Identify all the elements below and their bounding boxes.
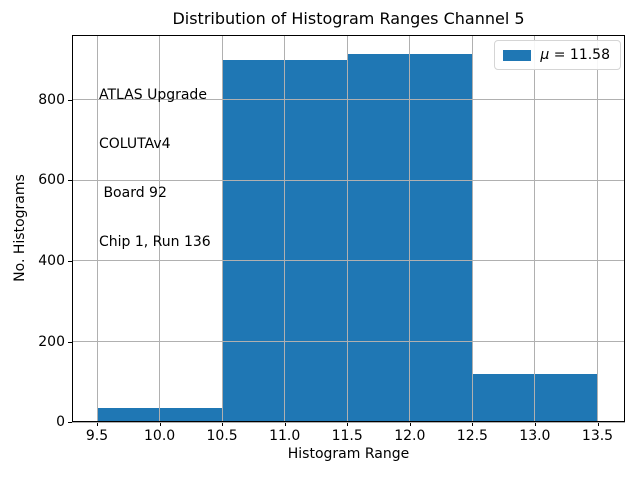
x-tick-label: 10.5: [206, 428, 238, 444]
x-tick-label: 12.0: [394, 428, 426, 444]
gridline-vertical: [409, 35, 411, 422]
y-tick-mark: [68, 422, 72, 423]
y-tick-mark: [68, 260, 72, 262]
x-tick-label: 11.5: [331, 428, 363, 444]
gridline-horizontal: [72, 260, 625, 262]
y-tick-mark: [68, 99, 72, 101]
annotation-line: COLUTAv4: [99, 136, 171, 153]
gridline-vertical: [534, 35, 536, 422]
mu-symbol: μ: [540, 47, 550, 63]
x-tick-mark: [597, 422, 599, 426]
y-tick-label: 400: [38, 252, 65, 269]
gridline-horizontal: [72, 179, 625, 181]
annotation: ATLAS Upgrade COLUTAv4 Board 92 Chip 1, …: [99, 54, 211, 284]
legend-label: μ = 11.58: [540, 47, 610, 63]
gridline-horizontal: [72, 341, 625, 342]
legend: μ = 11.58: [494, 40, 621, 70]
x-tick-label: 10.0: [144, 428, 176, 444]
grid-layer: [72, 35, 625, 423]
x-tick-label: 9.5: [85, 428, 109, 444]
gridline-vertical: [221, 35, 223, 422]
x-axis-label: Histogram Range: [287, 446, 410, 462]
y-tick-mark: [68, 341, 72, 343]
legend-swatch: [503, 49, 532, 61]
x-tick-mark: [97, 422, 98, 426]
x-tick-label: 12.5: [456, 428, 488, 444]
gridline-vertical: [96, 35, 98, 422]
gridline-vertical: [284, 35, 286, 422]
gridline-horizontal: [72, 99, 625, 101]
legend-value: = 11.58: [549, 47, 610, 63]
x-tick-mark: [409, 422, 411, 426]
x-tick-mark: [284, 422, 286, 426]
gridline-horizontal: [72, 421, 625, 423]
annotation-line: Board 92: [99, 185, 167, 202]
chart-title: Distribution of Histogram Ranges Channel…: [172, 9, 525, 28]
plot-area: ATLAS Upgrade COLUTAv4 Board 92 Chip 1, …: [72, 35, 625, 423]
x-tick-mark: [222, 422, 224, 426]
x-tick-mark: [347, 422, 349, 426]
x-tick-mark: [534, 422, 536, 426]
x-tick-label: 13.0: [519, 428, 551, 444]
y-tick-label: 600: [38, 172, 65, 189]
y-tick-label: 200: [38, 333, 65, 350]
gridline-vertical: [346, 35, 348, 422]
y-tick-mark: [68, 180, 72, 182]
gridline-vertical: [159, 35, 161, 422]
gridline-vertical: [471, 35, 473, 422]
x-tick-label: 11.0: [269, 428, 301, 444]
y-tick-label: 0: [56, 414, 65, 430]
x-tick-mark: [472, 422, 474, 426]
x-tick-mark: [159, 422, 161, 426]
annotation-line: ATLAS Upgrade: [99, 86, 207, 103]
annotation-line: Chip 1, Run 136: [99, 234, 211, 251]
y-tick-label: 800: [38, 91, 65, 108]
x-tick-label: 13.5: [581, 428, 614, 444]
gridline-vertical: [597, 35, 598, 422]
